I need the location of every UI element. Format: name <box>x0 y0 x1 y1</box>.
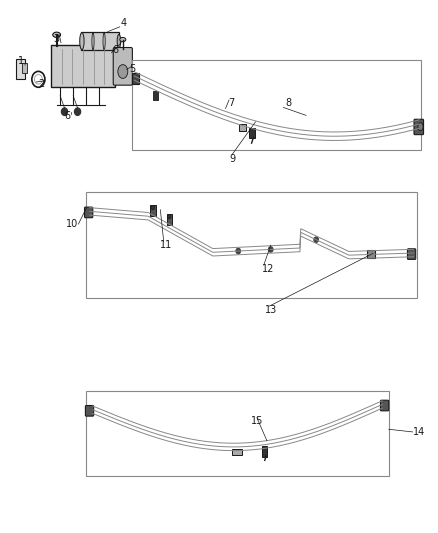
Text: 15: 15 <box>251 416 263 426</box>
Bar <box>86 391 389 476</box>
Text: 1: 1 <box>18 56 24 66</box>
FancyBboxPatch shape <box>218 109 225 123</box>
Text: 12: 12 <box>262 264 274 274</box>
Bar <box>86 192 417 298</box>
Ellipse shape <box>167 215 171 219</box>
Text: 7: 7 <box>228 98 234 108</box>
FancyBboxPatch shape <box>22 63 27 73</box>
Text: 14: 14 <box>413 427 425 437</box>
Circle shape <box>314 237 318 243</box>
FancyBboxPatch shape <box>414 119 424 135</box>
FancyBboxPatch shape <box>407 249 416 260</box>
FancyBboxPatch shape <box>166 214 172 225</box>
Ellipse shape <box>53 32 60 37</box>
FancyBboxPatch shape <box>113 47 132 85</box>
FancyBboxPatch shape <box>367 250 375 257</box>
Ellipse shape <box>80 33 84 50</box>
Circle shape <box>74 108 81 115</box>
Text: 2: 2 <box>38 78 45 88</box>
Text: 9: 9 <box>229 154 235 164</box>
Ellipse shape <box>120 37 126 42</box>
Text: 11: 11 <box>160 240 172 251</box>
FancyBboxPatch shape <box>220 120 224 128</box>
Text: 6: 6 <box>64 111 71 122</box>
Text: 5: 5 <box>129 64 135 74</box>
FancyBboxPatch shape <box>150 205 155 216</box>
FancyBboxPatch shape <box>50 45 116 87</box>
Text: 10: 10 <box>66 219 78 229</box>
Ellipse shape <box>118 64 128 78</box>
Text: 8: 8 <box>286 98 292 108</box>
Circle shape <box>236 248 240 254</box>
FancyBboxPatch shape <box>131 73 139 84</box>
Text: 13: 13 <box>265 305 277 315</box>
FancyBboxPatch shape <box>16 59 25 79</box>
FancyBboxPatch shape <box>381 400 389 411</box>
FancyBboxPatch shape <box>262 446 267 457</box>
Text: 3: 3 <box>53 34 60 44</box>
Ellipse shape <box>117 34 120 48</box>
FancyBboxPatch shape <box>239 124 247 131</box>
Circle shape <box>268 247 273 252</box>
FancyBboxPatch shape <box>85 207 93 217</box>
Text: 4: 4 <box>120 18 126 28</box>
FancyBboxPatch shape <box>232 449 242 455</box>
FancyBboxPatch shape <box>81 32 119 50</box>
Bar <box>132 60 421 150</box>
Ellipse shape <box>418 123 423 131</box>
FancyBboxPatch shape <box>249 128 254 139</box>
Ellipse shape <box>151 206 155 210</box>
Circle shape <box>61 108 67 115</box>
FancyBboxPatch shape <box>85 406 94 416</box>
Text: 6: 6 <box>113 45 119 55</box>
FancyBboxPatch shape <box>153 91 158 100</box>
